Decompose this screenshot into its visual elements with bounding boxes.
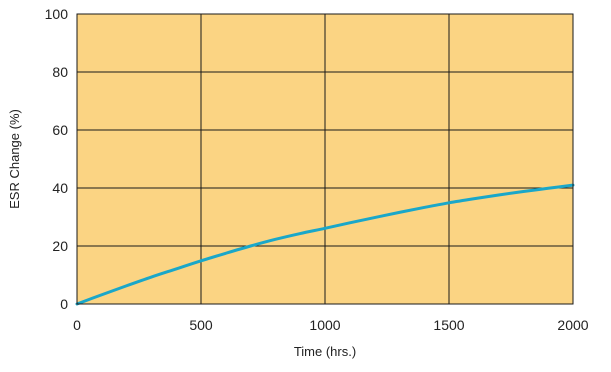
y-axis-title: ESR Change (%) bbox=[7, 109, 22, 209]
y-axis-ticks: 0 20 40 60 80 100 bbox=[45, 6, 69, 312]
x-tick-label: 1000 bbox=[309, 317, 340, 333]
esr-change-line bbox=[75, 183, 575, 306]
y-tick-label: 100 bbox=[45, 6, 69, 22]
x-tick-label: 2000 bbox=[557, 317, 588, 333]
y-tick-label: 40 bbox=[52, 180, 68, 196]
x-axis-title: Time (hrs.) bbox=[294, 344, 356, 359]
y-tick-label: 20 bbox=[52, 238, 68, 254]
x-tick-label: 0 bbox=[73, 317, 81, 333]
x-axis-ticks: 0 500 1000 1500 2000 bbox=[73, 317, 589, 333]
x-tick-label: 1500 bbox=[433, 317, 464, 333]
plot-frame bbox=[76, 13, 574, 305]
y-tick-label: 0 bbox=[60, 296, 68, 312]
y-tick-label: 80 bbox=[52, 64, 68, 80]
x-tick-label: 500 bbox=[189, 317, 213, 333]
y-tick-label: 60 bbox=[52, 122, 68, 138]
series-layer bbox=[75, 183, 575, 306]
